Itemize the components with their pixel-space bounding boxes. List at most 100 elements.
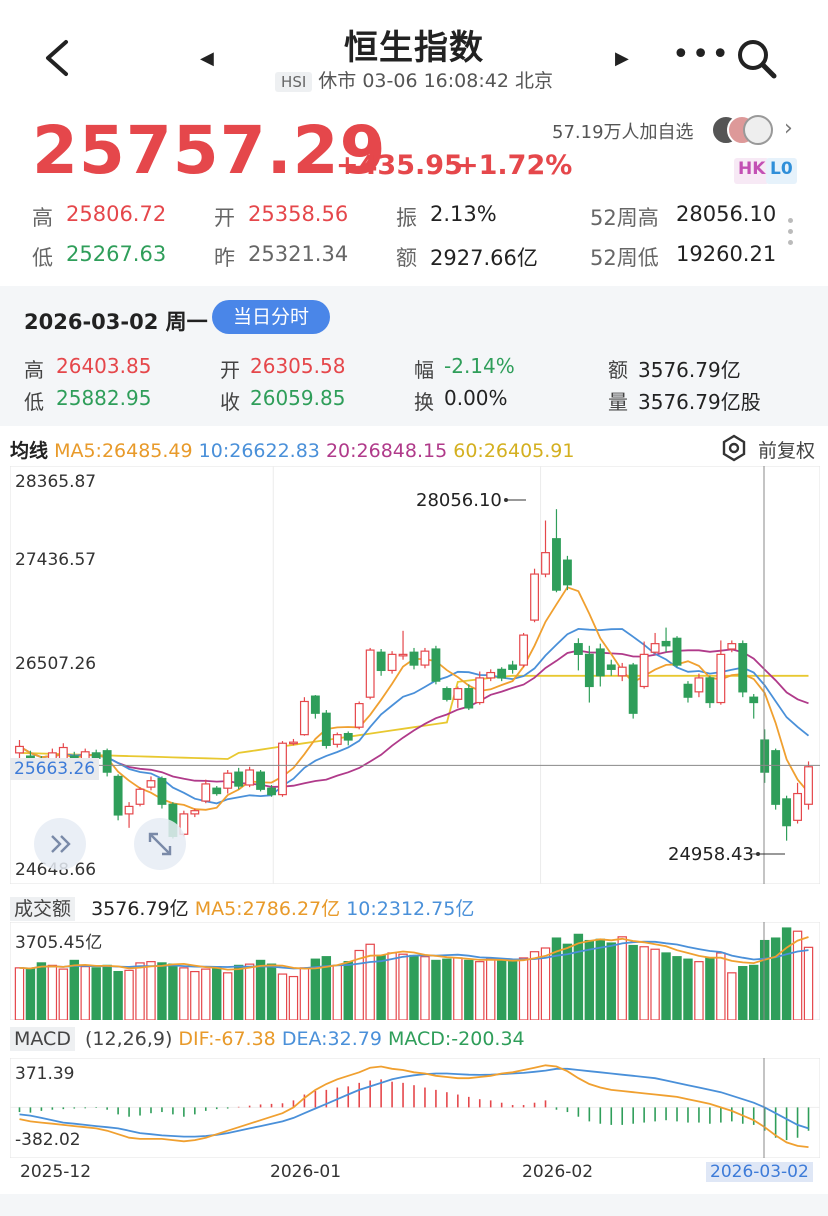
macd-value: MACD:-200.34	[387, 1028, 525, 1050]
volume-bar	[705, 957, 715, 1020]
macd-label[interactable]: MACD	[10, 1027, 75, 1051]
y-axis-tick-1: 28365.87	[12, 472, 100, 492]
volume-bar	[749, 964, 759, 1020]
candle-body	[519, 634, 529, 666]
volume-bar	[727, 972, 737, 1020]
candle-body	[343, 732, 353, 741]
amount-value: 2927.66亿	[430, 246, 538, 270]
volume-bar	[299, 967, 310, 1020]
volume-bar	[628, 944, 638, 1020]
adjust-mode[interactable]: 前复权	[758, 440, 816, 462]
volume-bar	[47, 964, 58, 1020]
more-dots-icon[interactable]: •••	[672, 37, 732, 72]
volume-bar	[496, 959, 507, 1020]
search-icon[interactable]	[734, 36, 778, 80]
day-close-value: 26059.85	[250, 386, 346, 410]
intraday-button[interactable]: 当日分时	[212, 300, 330, 334]
market-status: 休市 03-06 16:08:42 北京	[318, 70, 553, 92]
candle-body	[15, 745, 24, 754]
period-high-note: 28056.10	[416, 490, 502, 511]
day-high-label: 高	[24, 358, 44, 382]
volume-bar	[135, 962, 145, 1020]
code-tag: HSI	[275, 72, 313, 92]
more-vertical-icon[interactable]	[788, 218, 794, 251]
x-tick-2: 2026-01	[270, 1162, 342, 1182]
volume-bar	[124, 969, 134, 1020]
volume-bar	[91, 967, 101, 1020]
prev-close-value: 25321.34	[248, 242, 349, 266]
x-tick-1: 2025-12	[20, 1162, 92, 1182]
week52-low-label: 52周低	[590, 246, 659, 270]
candle-body	[639, 653, 649, 688]
candle-body	[387, 653, 397, 672]
volume-bar	[332, 964, 342, 1020]
high-note-dot	[504, 498, 508, 502]
candlestick-chart[interactable]	[10, 466, 820, 884]
volume-ma10: 10:2312.75亿	[346, 898, 475, 920]
day-high-value: 26403.85	[56, 354, 152, 378]
day-panel	[0, 286, 828, 426]
amount-label: 额	[396, 246, 417, 270]
open-label: 开	[214, 206, 235, 230]
volume-bar	[803, 946, 814, 1020]
candle-body	[705, 677, 715, 704]
back-chevron-icon[interactable]	[38, 36, 78, 80]
settings-icon[interactable]	[720, 434, 748, 462]
volume-bar	[453, 957, 463, 1020]
ma-legend: 均线 MA5:26485.49 10:26622.83 20:26848.15 …	[10, 436, 575, 463]
volume-bar	[540, 947, 551, 1020]
chevron-right-icon[interactable]: ›	[784, 116, 793, 141]
page-title: 恒生指数	[344, 28, 484, 68]
volume-bar	[573, 933, 584, 1020]
candle-body	[617, 666, 627, 677]
volume-bar	[738, 966, 748, 1020]
macd-dea: DEA:32.79	[281, 1028, 382, 1050]
volume-bar	[157, 962, 167, 1020]
day-change-value: -2.14%	[444, 354, 515, 378]
candle-body	[782, 798, 792, 827]
volume-y-max: 3705.45亿	[12, 928, 106, 953]
watchers-count[interactable]: 57.19万人加自选	[552, 122, 694, 143]
volume-bar	[179, 967, 189, 1020]
expand-arrows-icon	[148, 832, 172, 856]
volume-bar	[486, 958, 496, 1020]
amplitude-label: 振	[396, 206, 417, 230]
volume-value: 3576.79亿	[91, 898, 189, 920]
candle-body	[234, 771, 244, 787]
volume-bar	[661, 952, 671, 1020]
dif-line	[19, 1064, 809, 1148]
day-open-label: 开	[220, 358, 240, 382]
macd-params: (12,26,9)	[85, 1028, 173, 1050]
candle-body	[267, 787, 276, 796]
fullscreen-button[interactable]	[134, 818, 186, 870]
candle-body	[694, 677, 704, 693]
volume-label[interactable]: 成交额	[10, 897, 76, 921]
expand-left-button[interactable]	[34, 818, 86, 870]
day-change-label: 幅	[414, 358, 434, 382]
volume-chart[interactable]	[10, 922, 820, 1020]
candle-body	[464, 688, 474, 709]
macd-y-min: -382.02	[12, 1130, 84, 1150]
day-turnover-label: 换	[414, 390, 434, 414]
candle-body	[541, 552, 550, 575]
candle-body	[365, 649, 375, 698]
candle-body	[431, 648, 441, 682]
volume-bar	[376, 954, 386, 1020]
volume-bar	[431, 959, 441, 1020]
triangle-right-icon[interactable]: ▶	[615, 48, 629, 69]
candle-body	[650, 643, 660, 653]
triangle-left-icon[interactable]: ◀	[200, 48, 214, 69]
candle-body	[310, 695, 320, 714]
avatar-group[interactable]	[710, 114, 774, 146]
price-change: +435.95	[336, 150, 463, 181]
volume-bar	[606, 942, 616, 1020]
day-amount-value: 3576.79亿	[638, 358, 741, 382]
volume-bar	[146, 961, 156, 1020]
volume-bar	[650, 948, 660, 1020]
volume-bar	[464, 959, 474, 1020]
candle-body	[804, 766, 813, 805]
day-turnover-value: 0.00%	[444, 386, 508, 410]
macd-chart[interactable]	[10, 1058, 820, 1158]
volume-bar	[792, 930, 803, 1020]
volume-legend: 成交额 3576.79亿 MA5:2786.27亿 10:2312.75亿	[10, 894, 474, 921]
